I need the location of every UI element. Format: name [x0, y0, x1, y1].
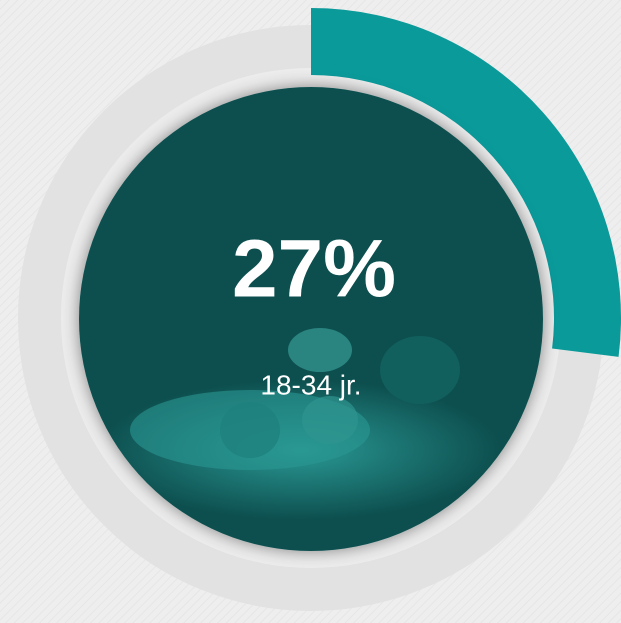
category-label: 18-34 jr. — [260, 369, 361, 400]
die — [220, 402, 280, 458]
value-label: 27% — [232, 224, 396, 315]
die — [380, 336, 460, 404]
die — [302, 396, 358, 444]
die — [288, 328, 352, 372]
photo-overlay — [100, 328, 500, 520]
arc — [311, 8, 621, 357]
